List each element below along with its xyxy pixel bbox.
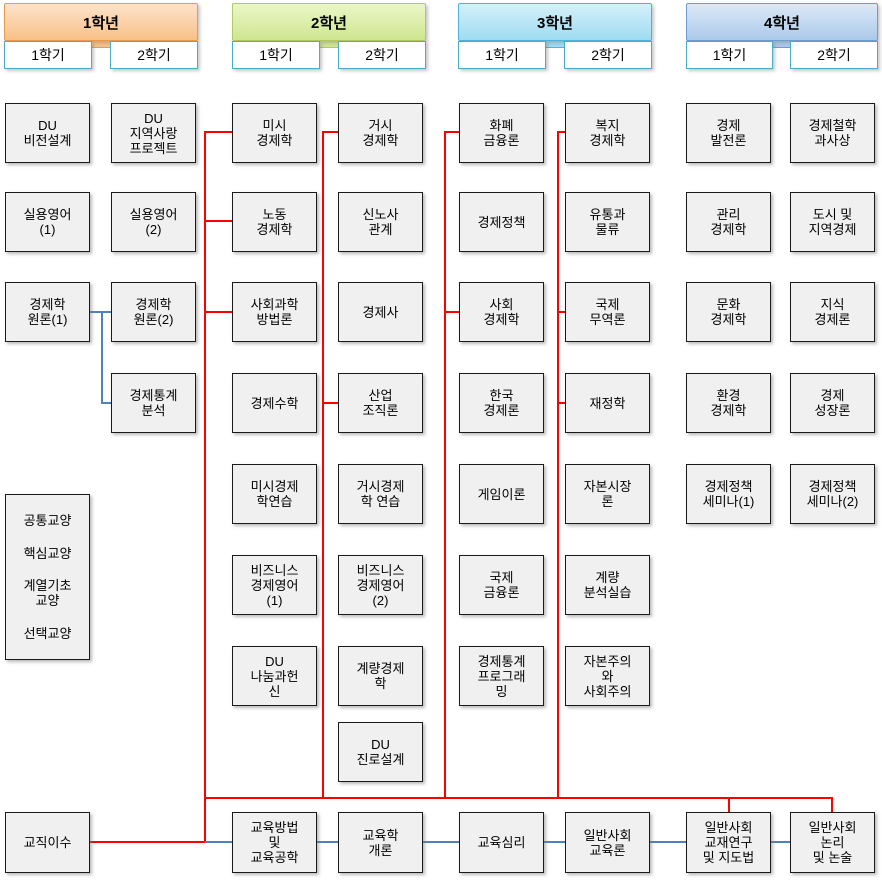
connector-line [557,132,559,799]
header-notch [771,40,792,48]
course-box: 신노사 관계 [338,192,423,252]
course-box: 실용영어 (1) [5,192,90,252]
header-notch [544,40,566,48]
course-box: DU 나눔과헌 신 [232,646,317,706]
course-box: 경제수학 [232,373,317,433]
header-notch [90,40,112,48]
connector-line [557,131,565,133]
course-box: 계량 분석실습 [565,555,650,615]
connector-line [444,132,446,799]
connector-line [204,220,232,222]
course-box: 화폐 금융론 [459,103,544,163]
gened-item: 선택교양 [23,626,72,642]
teacher-course-box: 일반사회 교재연구 및 지도법 [686,812,771,873]
course-box: 산업 조직론 [338,373,423,433]
course-box: 한국 경제론 [459,373,544,433]
year3-sem2-tab: 2학기 [564,41,652,69]
course-box: 문화 경제학 [686,282,771,342]
connector-line [90,311,111,313]
course-box: 계량경제 학 [338,646,423,706]
connector-line [728,797,730,812]
general-education-box: 공통교양 핵심교양 계열기초 교양 선택교양 [5,494,90,660]
year2-sem1-tab: 1학기 [232,41,320,69]
year-4-header: 4학년 [686,3,878,41]
year4-sem1-tab: 1학기 [686,41,773,69]
course-box: 미시 경제학 [232,103,317,163]
teacher-course-box: 교육학 개론 [338,812,423,873]
course-box: 실용영어 (2) [111,192,196,252]
course-box: 경제통계 분석 [111,373,196,433]
course-box: 경제학 원론(2) [111,282,196,342]
course-box: 경제정책 [459,192,544,252]
connector-line [322,402,338,404]
course-box: 경제사 [338,282,423,342]
connector-line [204,132,206,843]
course-box: 비즈니스 경제영어 (2) [338,555,423,615]
year1-sem2-tab: 2학기 [110,41,198,69]
course-box: 국제 금융론 [459,555,544,615]
connector-line [444,131,459,133]
gened-item: 핵심교양 [23,545,72,561]
course-box: 거시 경제학 [338,103,423,163]
course-box: 복지 경제학 [565,103,650,163]
teacher-course-box: 일반사회 교육론 [565,812,650,873]
course-box: 노동 경제학 [232,192,317,252]
connector-line [101,311,103,403]
course-box: 지식 경제론 [790,282,875,342]
course-box: 국제 무역론 [565,282,650,342]
year2-sem2-tab: 2학기 [338,41,426,69]
course-box: 자본시장 론 [565,464,650,524]
teacher-course-box: 교육방법 및 교육공학 [232,812,317,873]
header-notch [318,40,340,48]
year1-sem1-tab: 1학기 [4,41,92,69]
year-2-header: 2학년 [232,3,426,41]
year4-sem2-tab: 2학기 [790,41,878,69]
connector-line [444,311,459,313]
course-box: DU 비전설계 [5,103,90,163]
connector-line [204,311,232,313]
course-box: 자본주의 와 사회주의 [565,646,650,706]
year-3-header: 3학년 [458,3,652,41]
course-box: 경제철학 과사상 [790,103,875,163]
connector-line [557,402,565,404]
course-box: 경제 발전론 [686,103,771,163]
course-box: 경제 성장론 [790,373,875,433]
course-box: 거시경제 학 연습 [338,464,423,524]
connector-line [557,311,565,313]
connector-line [204,131,232,133]
connector-line [831,797,833,812]
course-box: 경제통계 프로그래 밍 [459,646,544,706]
course-box: 경제정책 세미나(1) [686,464,771,524]
course-box: DU 진로설계 [338,722,423,782]
connector-line [322,131,338,133]
course-box: 비즈니스 경제영어 (1) [232,555,317,615]
teacher-course-box: 일반사회 논리 및 논술 [790,812,875,873]
connector-line [322,132,324,799]
course-box: 경제학 원론(1) [5,282,90,342]
course-box: 게임이론 [459,464,544,524]
gened-item: 공통교양 [23,512,72,528]
year-1-header: 1학년 [4,3,198,41]
course-box: 미시경제 학연습 [232,464,317,524]
teacher-course-box: 교육심리 [459,812,544,873]
connector-line [90,841,205,843]
year3-sem1-tab: 1학기 [458,41,546,69]
connector-line [101,402,111,404]
course-box: 도시 및 지역경제 [790,192,875,252]
course-box: 사회과학 방법론 [232,282,317,342]
course-box: 사회 경제학 [459,282,544,342]
teacher-track-box: 교직이수 [5,812,90,873]
gened-item: 계열기초 교양 [23,578,72,609]
course-box: 경제정책 세미나(2) [790,464,875,524]
course-box: 재정학 [565,373,650,433]
connector-line [204,797,833,799]
course-box: 환경 경제학 [686,373,771,433]
course-box: DU 지역사랑 프로젝트 [111,103,196,163]
course-box: 유통과 물류 [565,192,650,252]
course-box: 관리 경제학 [686,192,771,252]
